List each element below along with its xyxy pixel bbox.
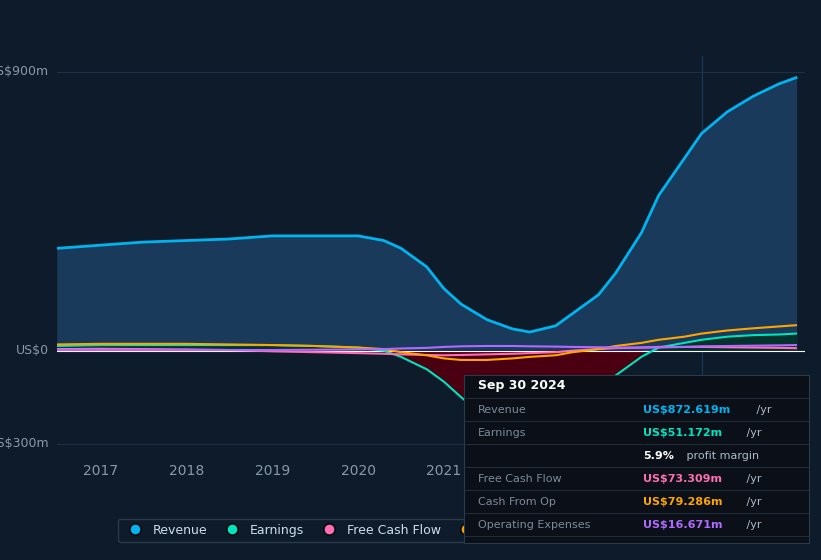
Text: US$79.286m: US$79.286m [643, 497, 722, 507]
Text: Free Cash Flow: Free Cash Flow [478, 474, 562, 484]
Text: /yr: /yr [743, 428, 762, 438]
Text: /yr: /yr [743, 497, 762, 507]
Text: 5.9%: 5.9% [643, 451, 674, 461]
Text: Earnings: Earnings [478, 428, 526, 438]
Text: -US$300m: -US$300m [0, 437, 49, 450]
Text: profit margin: profit margin [683, 451, 759, 461]
Text: Cash From Op: Cash From Op [478, 497, 556, 507]
Text: US$51.172m: US$51.172m [643, 428, 722, 438]
Text: Revenue: Revenue [478, 405, 526, 415]
Text: /yr: /yr [743, 474, 762, 484]
Text: US$872.619m: US$872.619m [643, 405, 731, 415]
Text: Operating Expenses: Operating Expenses [478, 520, 590, 530]
Text: /yr: /yr [743, 520, 762, 530]
Text: Sep 30 2024: Sep 30 2024 [478, 379, 565, 392]
Text: US$900m: US$900m [0, 65, 49, 78]
Text: US$0: US$0 [16, 344, 49, 357]
Text: US$16.671m: US$16.671m [643, 520, 722, 530]
Text: US$73.309m: US$73.309m [643, 474, 722, 484]
Legend: Revenue, Earnings, Free Cash Flow, Cash From Op, Operating Expenses: Revenue, Earnings, Free Cash Flow, Cash … [117, 519, 745, 542]
Text: /yr: /yr [753, 405, 772, 415]
